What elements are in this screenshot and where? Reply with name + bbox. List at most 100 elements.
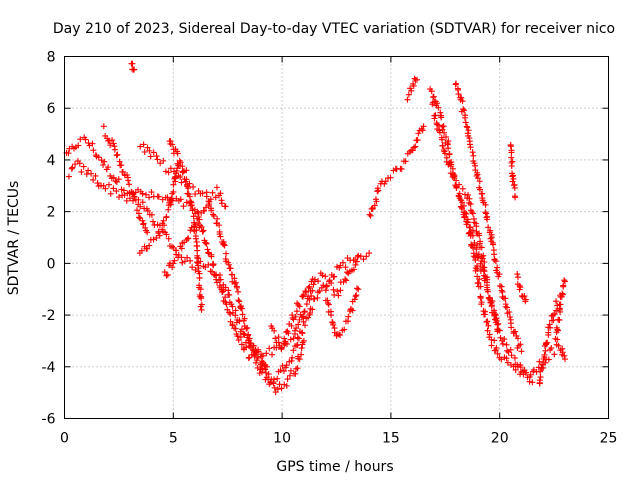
data-point (291, 327, 298, 334)
data-point (284, 376, 291, 383)
data-point (463, 210, 470, 217)
data-point (335, 292, 342, 299)
data-point (559, 290, 566, 297)
series-track-p (457, 197, 503, 334)
data-point (455, 91, 462, 98)
data-point (155, 230, 162, 237)
data-point (164, 194, 171, 201)
data-point (253, 357, 260, 364)
y-axis-label: SDTVAR / TECUs (6, 181, 22, 296)
data-point (484, 216, 491, 223)
data-point (190, 213, 197, 220)
data-point (247, 342, 254, 349)
data-point (450, 170, 457, 177)
data-point (508, 154, 515, 161)
data-point (129, 60, 136, 67)
data-point (526, 373, 533, 380)
data-point (243, 325, 250, 332)
data-point (309, 306, 316, 313)
data-point (551, 311, 558, 318)
data-point (503, 355, 510, 362)
data-point (453, 177, 460, 184)
data-point (115, 176, 122, 183)
data-point (467, 144, 474, 151)
data-point (78, 168, 85, 175)
data-point (111, 146, 118, 153)
data-point (89, 140, 96, 147)
series-track-j (322, 285, 362, 339)
data-point (482, 209, 489, 216)
data-point (178, 179, 185, 186)
data-point (126, 195, 133, 202)
data-point (233, 284, 240, 291)
data-point (167, 165, 174, 172)
data-point (352, 293, 359, 300)
data-point (469, 209, 476, 216)
data-point (141, 149, 148, 156)
data-point (462, 119, 469, 126)
series-track-a (63, 134, 270, 370)
data-point (169, 141, 176, 148)
data-point (274, 375, 281, 382)
data-point (250, 342, 257, 349)
grid-lines (64, 56, 609, 419)
data-point (430, 93, 437, 100)
data-point (113, 152, 120, 159)
data-point (154, 156, 161, 163)
data-point (192, 191, 199, 198)
data-point (363, 253, 370, 260)
series-track-o (452, 80, 525, 355)
data-point (218, 200, 225, 207)
data-point (511, 184, 518, 191)
data-point (170, 181, 177, 188)
data-point (148, 189, 155, 196)
data-point (252, 359, 259, 366)
data-point (331, 291, 338, 298)
data-point (207, 196, 214, 203)
data-point (165, 169, 172, 176)
data-point (428, 88, 435, 95)
y-tick-label: 2 (47, 205, 56, 221)
data-point (491, 337, 498, 344)
data-point (144, 229, 151, 236)
data-point (482, 201, 489, 208)
data-point (143, 191, 150, 198)
data-point (237, 334, 244, 341)
data-point (196, 274, 203, 281)
y-tick-label: 8 (47, 50, 56, 66)
data-point (502, 303, 509, 310)
data-point (105, 164, 112, 171)
data-point (229, 303, 236, 310)
data-point (316, 288, 323, 295)
data-point (149, 218, 156, 225)
data-point (155, 193, 162, 200)
data-point (507, 143, 514, 150)
data-point (459, 98, 466, 105)
data-point (183, 167, 190, 174)
data-point (355, 286, 362, 293)
x-tick-label: 10 (273, 431, 291, 447)
data-point (345, 313, 352, 320)
data-point (85, 167, 92, 174)
data-point (484, 284, 491, 291)
data-point (98, 157, 105, 164)
data-point (499, 340, 506, 347)
data-point (494, 321, 501, 328)
data-point (194, 252, 201, 259)
data-point (169, 264, 176, 271)
data-point (206, 198, 213, 205)
data-point (245, 331, 252, 338)
data-point (464, 216, 471, 223)
data-point (442, 133, 449, 140)
data-point (292, 313, 299, 320)
series-track-b (65, 158, 318, 360)
data-point (311, 296, 318, 303)
data-point (330, 286, 337, 293)
series-track-m (427, 86, 568, 381)
data-point (474, 266, 481, 273)
data-point (235, 337, 242, 344)
data-point (159, 226, 166, 233)
data-point (367, 212, 374, 219)
data-point (110, 185, 117, 192)
data-point (322, 287, 329, 294)
